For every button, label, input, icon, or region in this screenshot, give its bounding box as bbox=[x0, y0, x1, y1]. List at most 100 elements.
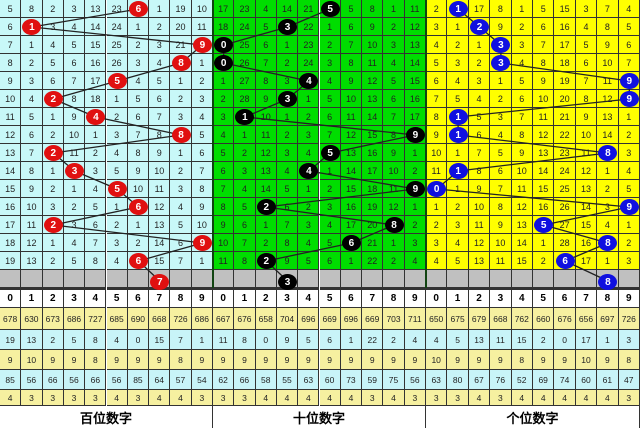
trend-cell: 22 bbox=[298, 18, 320, 36]
trend-cell: 3 bbox=[234, 162, 256, 180]
trend-cell: 2 bbox=[597, 180, 619, 198]
trend-cell: 7 bbox=[533, 36, 555, 54]
trend-cell: 18 bbox=[554, 54, 576, 72]
trend-cell: 19 bbox=[0, 252, 22, 270]
trend-cell: 7 bbox=[149, 108, 171, 126]
trend-cell: 25 bbox=[234, 36, 256, 54]
trend-cell: 3 bbox=[447, 54, 469, 72]
trend-cell: 1 bbox=[127, 18, 150, 36]
forecast-cell bbox=[127, 270, 150, 288]
stat-cell: 703 bbox=[383, 308, 405, 330]
stat-cell: 75 bbox=[383, 370, 405, 390]
trend-cell: 20 bbox=[362, 216, 384, 234]
trend-cell: 16 bbox=[533, 198, 555, 216]
trend-cell: 16 bbox=[554, 18, 576, 36]
digit-header-cell: 0 bbox=[0, 288, 22, 308]
trend-cell: 12 bbox=[404, 18, 426, 36]
trend-cell: 12 bbox=[340, 126, 363, 144]
hit-ball: 8 bbox=[384, 217, 404, 233]
forecast-cell bbox=[213, 270, 235, 288]
stat-cell: 669 bbox=[362, 308, 384, 330]
trend-cell: 1 bbox=[383, 234, 405, 252]
trend-cell: 5 bbox=[447, 90, 469, 108]
trend-cell: 11 bbox=[597, 72, 619, 90]
trend-cell: 13 bbox=[575, 180, 598, 198]
trend-cell: 2 bbox=[170, 162, 192, 180]
trend-cell: 2 bbox=[404, 216, 426, 234]
stat-cell: 66 bbox=[234, 370, 256, 390]
trend-cell: 5 bbox=[447, 252, 469, 270]
stat-cell: 60 bbox=[575, 370, 598, 390]
trend-cell: 4 bbox=[234, 180, 256, 198]
forecast-cell bbox=[85, 270, 107, 288]
trend-cell: 6 bbox=[618, 36, 640, 54]
trend-cell: 11 bbox=[468, 216, 491, 234]
stat-cell: 762 bbox=[511, 308, 533, 330]
stat-cell: 57 bbox=[170, 370, 192, 390]
digit-header-cell: 0 bbox=[213, 288, 235, 308]
hit-ball: 6 bbox=[128, 1, 148, 17]
trend-cell: 1 bbox=[597, 252, 619, 270]
trend-cell: 10 bbox=[21, 198, 43, 216]
forecast-cell bbox=[383, 270, 405, 288]
stat-cell: 9 bbox=[447, 350, 469, 370]
hit-ball: 9 bbox=[405, 127, 425, 143]
trend-cell: 13 bbox=[340, 144, 363, 162]
digit-header-cell: 3 bbox=[490, 288, 512, 308]
trend-cell: 10 bbox=[490, 234, 512, 252]
forecast-cell bbox=[170, 270, 192, 288]
trend-cell: 11 bbox=[149, 180, 171, 198]
trend-cell: 2 bbox=[447, 198, 469, 216]
trend-cell: 4 bbox=[191, 108, 213, 126]
trend-cell: 1 bbox=[255, 216, 277, 234]
trend-cell: 1 bbox=[447, 180, 469, 198]
trend-cell: 10 bbox=[575, 126, 598, 144]
trend-cell: 8 bbox=[21, 162, 43, 180]
trend-cell: 9 bbox=[149, 144, 171, 162]
trend-cell: 11 bbox=[426, 162, 448, 180]
forecast-cell bbox=[298, 270, 320, 288]
trend-cell: 4 bbox=[255, 0, 277, 18]
trend-cell: 6 bbox=[149, 90, 171, 108]
trend-cell: 1 bbox=[447, 18, 469, 36]
stat-cell: 8 bbox=[234, 330, 256, 350]
trend-cell: 1 bbox=[298, 90, 320, 108]
trend-cell: 1 bbox=[127, 216, 150, 234]
panel-separator bbox=[212, 0, 214, 288]
stat-cell: 668 bbox=[149, 308, 171, 330]
stat-cell: 9 bbox=[276, 330, 299, 350]
stat-cell: 3 bbox=[21, 390, 43, 406]
forecast-cell bbox=[42, 270, 64, 288]
trend-cell: 3 bbox=[618, 252, 640, 270]
trend-cell: 5 bbox=[127, 90, 150, 108]
trend-cell: 19 bbox=[554, 72, 576, 90]
trend-cell: 2 bbox=[319, 180, 341, 198]
trend-cell: 1 bbox=[85, 126, 107, 144]
trend-cell: 5 bbox=[191, 126, 213, 144]
trend-cell: 5 bbox=[0, 0, 22, 18]
trend-cell: 8 bbox=[490, 0, 512, 18]
hit-ball: 2 bbox=[470, 19, 489, 35]
stat-cell: 3 bbox=[490, 390, 512, 406]
trend-cell: 11 bbox=[255, 126, 277, 144]
stat-cell: 676 bbox=[234, 308, 256, 330]
trend-cell: 7 bbox=[426, 90, 448, 108]
trend-cell: 12 bbox=[468, 234, 491, 252]
trend-cell: 28 bbox=[554, 234, 576, 252]
hit-ball: 5 bbox=[320, 145, 340, 161]
stat-cell: 8 bbox=[85, 350, 107, 370]
trend-cell: 8 bbox=[575, 90, 598, 108]
stat-cell: 0 bbox=[255, 330, 277, 350]
trend-cell: 5 bbox=[255, 18, 277, 36]
trend-cell: 4 bbox=[21, 90, 43, 108]
trend-cell: 7 bbox=[213, 180, 235, 198]
trend-cell: 26 bbox=[554, 198, 576, 216]
hit-ball: 2 bbox=[43, 217, 63, 233]
stat-cell: 3 bbox=[618, 330, 640, 350]
trend-cell: 14 bbox=[0, 162, 22, 180]
trend-cell: 16 bbox=[404, 90, 426, 108]
stat-cell: 56 bbox=[21, 370, 43, 390]
digit-header-cell: 7 bbox=[575, 288, 598, 308]
trend-cell: 9 bbox=[362, 18, 384, 36]
trend-cell: 25 bbox=[106, 36, 128, 54]
